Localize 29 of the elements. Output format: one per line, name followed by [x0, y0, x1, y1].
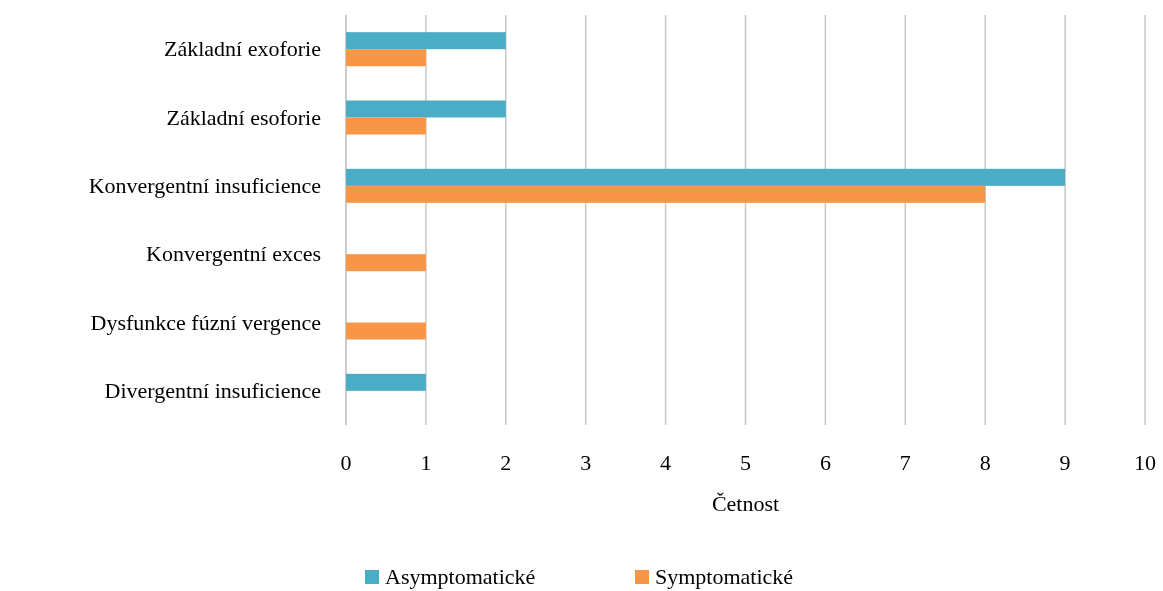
x-tick-label: 7 [899, 450, 911, 475]
x-tick-label: 10 [1134, 450, 1156, 475]
y-tick-label: Konvergentní exces [146, 241, 321, 267]
x-tick-label: 9 [1059, 450, 1071, 475]
bar [346, 117, 426, 135]
x-axis-title: Četnost [711, 491, 780, 516]
x-tick-label: 0 [340, 450, 352, 475]
x-tick-label: 6 [819, 450, 831, 475]
x-tick-label: 1 [420, 450, 432, 475]
bar [346, 322, 426, 340]
y-tick-label: Dysfunkce fúzní vergence [90, 309, 321, 335]
x-tick-label: 3 [580, 450, 592, 475]
x-tick-label: 4 [660, 450, 672, 475]
x-tick-label: 5 [740, 450, 751, 475]
y-tick-label: Konvergentní insuficience [88, 172, 321, 198]
y-tick-label: Základní esoforie [166, 104, 321, 130]
bar [346, 49, 426, 67]
bar [346, 373, 426, 391]
bar [346, 185, 986, 203]
x-tick-label: 8 [979, 450, 991, 475]
bar [346, 100, 506, 118]
legend-label: Asymptomatické [385, 564, 536, 589]
y-tick-label: Divergentní insuficience [104, 377, 321, 403]
x-tick-label: 2 [500, 450, 512, 475]
bar [346, 254, 426, 272]
bar [346, 168, 1066, 186]
bar [346, 32, 506, 50]
legend-label: Symptomatické [655, 564, 794, 589]
y-tick-label: Základní exoforie [164, 36, 321, 62]
